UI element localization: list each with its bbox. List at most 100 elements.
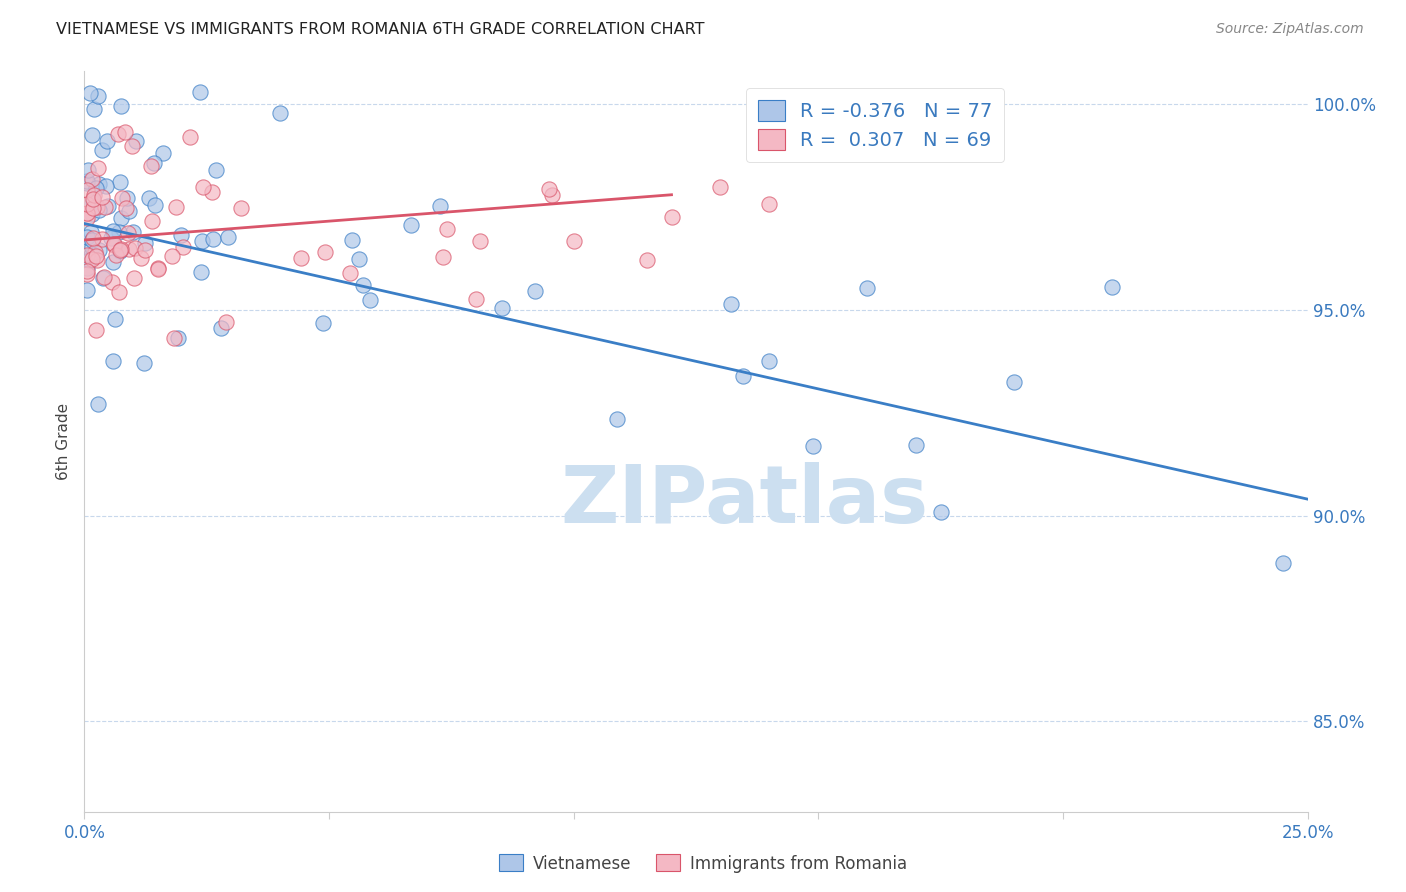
- Point: [170, 228, 193, 243]
- Point: [201, 185, 224, 199]
- Point: [856, 280, 879, 294]
- Point: [709, 179, 731, 194]
- Point: [117, 226, 139, 240]
- Point: [347, 252, 370, 266]
- Point: [360, 293, 382, 307]
- Point: [110, 99, 132, 113]
- Point: [86, 200, 108, 214]
- Point: [79, 253, 101, 268]
- Point: [432, 250, 454, 264]
- Point: [143, 197, 166, 211]
- Point: [76, 197, 98, 211]
- Point: [103, 238, 125, 252]
- Point: [143, 156, 166, 170]
- Text: Source: ZipAtlas.com: Source: ZipAtlas.com: [1216, 22, 1364, 37]
- Point: [190, 265, 212, 279]
- Point: [163, 331, 186, 345]
- Point: [115, 191, 138, 205]
- Point: [76, 211, 98, 225]
- Point: [117, 242, 139, 256]
- Point: [146, 261, 169, 276]
- Point: [76, 206, 98, 220]
- Point: [929, 505, 952, 519]
- Point: [91, 190, 114, 204]
- Legend: R = -0.376   N = 77, R =  0.307   N = 69: R = -0.376 N = 77, R = 0.307 N = 69: [747, 88, 1004, 162]
- Point: [468, 235, 491, 249]
- Point: [93, 269, 115, 284]
- Point: [76, 283, 98, 297]
- Point: [211, 321, 233, 335]
- Point: [103, 237, 125, 252]
- Point: [229, 201, 252, 215]
- Point: [134, 356, 156, 370]
- Point: [82, 172, 104, 186]
- Point: [76, 206, 98, 220]
- Point: [91, 232, 114, 246]
- Point: [905, 438, 928, 452]
- Point: [83, 244, 105, 259]
- Point: [94, 201, 117, 215]
- Point: [101, 354, 124, 368]
- Point: [76, 267, 98, 281]
- Text: ZIPatlas: ZIPatlas: [561, 462, 929, 540]
- Point: [139, 159, 162, 173]
- Point: [83, 102, 105, 116]
- Point: [340, 233, 363, 247]
- Legend: Vietnamese, Immigrants from Romania: Vietnamese, Immigrants from Romania: [492, 847, 914, 880]
- Point: [80, 252, 103, 267]
- Point: [87, 397, 110, 411]
- Point: [312, 316, 335, 330]
- Point: [122, 271, 145, 285]
- Point: [636, 252, 658, 267]
- Point: [104, 248, 127, 262]
- Point: [191, 234, 214, 248]
- Point: [91, 144, 114, 158]
- Point: [290, 251, 312, 265]
- Point: [83, 188, 105, 202]
- Point: [217, 229, 239, 244]
- Point: [104, 312, 127, 326]
- Point: [76, 174, 98, 188]
- Point: [108, 174, 131, 188]
- Point: [538, 182, 561, 196]
- Point: [86, 253, 108, 268]
- Point: [191, 180, 214, 194]
- Point: [562, 234, 585, 248]
- Point: [352, 277, 374, 292]
- Point: [269, 106, 291, 120]
- Point: [1101, 279, 1123, 293]
- Point: [114, 202, 136, 216]
- Point: [172, 240, 194, 254]
- Point: [87, 89, 110, 103]
- Point: [141, 214, 163, 228]
- Point: [491, 301, 513, 315]
- Point: [77, 163, 100, 178]
- Point: [110, 242, 132, 256]
- Point: [76, 229, 98, 244]
- Point: [82, 195, 104, 210]
- Point: [399, 219, 422, 233]
- Point: [1002, 376, 1025, 390]
- Point: [131, 251, 153, 265]
- Point: [76, 264, 98, 278]
- Point: [801, 439, 824, 453]
- Point: [134, 244, 156, 258]
- Point: [541, 188, 564, 202]
- Point: [314, 245, 336, 260]
- Point: [82, 192, 104, 206]
- Point: [76, 183, 98, 197]
- Point: [436, 221, 458, 235]
- Point: [82, 128, 104, 142]
- Point: [76, 248, 98, 262]
- Point: [152, 146, 174, 161]
- Point: [108, 225, 131, 239]
- Point: [87, 161, 110, 176]
- Point: [429, 199, 451, 213]
- Point: [134, 236, 156, 251]
- Point: [97, 199, 120, 213]
- Point: [80, 248, 103, 262]
- Point: [80, 225, 103, 239]
- Point: [82, 207, 104, 221]
- Y-axis label: 6th Grade: 6th Grade: [56, 403, 72, 480]
- Point: [101, 224, 124, 238]
